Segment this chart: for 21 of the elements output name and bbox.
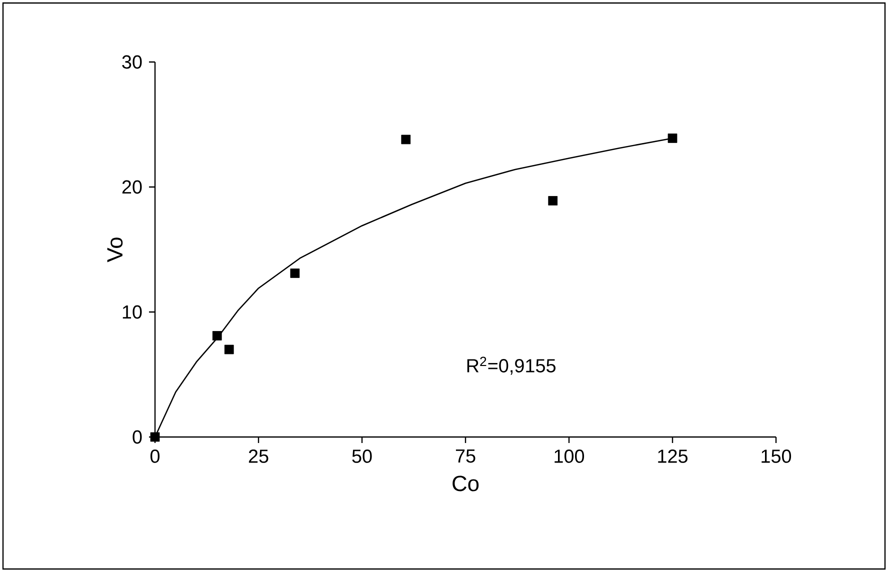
annotation: R$^{2}$=0,9155 [467, 356, 556, 375]
point [401, 134, 411, 144]
y-tick-label: 0 [132, 430, 142, 444]
point [548, 196, 558, 206]
y-tick-label: 10 [122, 305, 142, 319]
y-tick-label: 20 [122, 180, 142, 194]
point [150, 432, 160, 442]
point [290, 268, 300, 278]
x-tick-label: 0 [150, 449, 160, 463]
point [224, 344, 234, 354]
x-tick-label: 100 [554, 449, 584, 463]
x-tick-label: 75 [456, 450, 476, 463]
x-tick-label: 150 [762, 449, 792, 463]
x-tick-label: 50 [352, 449, 372, 463]
y-axis-title: Vo [107, 238, 123, 262]
x-tick-label: 125 [658, 449, 688, 463]
point [212, 331, 222, 340]
y-tick-label: 30 [122, 55, 142, 69]
point [668, 134, 678, 143]
x-axis-title: Co [452, 476, 479, 492]
x-tick-label: 25 [248, 449, 268, 463]
